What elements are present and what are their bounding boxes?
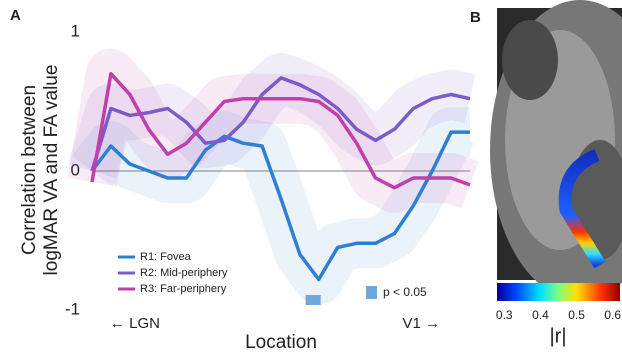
colorbar-tick-label: 0.6 [604,308,621,322]
y-axis-label: Correlation between [19,85,40,255]
colorbar-tick-label: 0.5 [568,308,585,322]
legend-label: p < 0.05 [383,285,427,299]
significance-mark [306,295,321,305]
x-axis-label: Location [245,332,317,352]
colorbar-tick-label: 0.3 [496,308,513,322]
annotation: ← LGN [110,315,160,332]
legend-swatch [366,286,377,299]
colorbar [497,283,620,301]
y-tick-label: 1 [71,21,80,40]
panel-label: A [10,7,21,24]
legend-label: R3: Far-periphery [140,283,227,295]
y-tick-label: -1 [65,299,80,318]
y-axis-label: logMAR VA and FA value [41,65,62,276]
legend-label: R2: Mid-periphery [140,267,228,279]
colorbar-label: |r| [549,325,566,347]
panel-label: B [470,9,481,26]
annotation: V1 → [402,315,440,332]
legend-label: R1: Fovea [140,251,192,263]
figure: A Correlation betweenlogMAR VA and FA val… [0,0,622,352]
colorbar-tick-label: 0.4 [532,308,549,322]
brain-image [490,0,622,300]
